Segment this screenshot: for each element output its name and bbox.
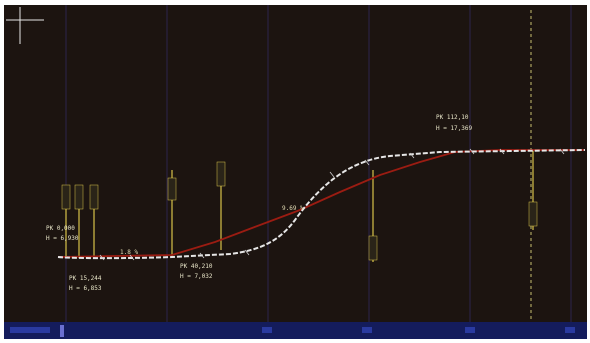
profile-marker bbox=[469, 148, 475, 155]
profile-marker bbox=[129, 254, 135, 261]
pk-label-mid: PK 40,210 H = 7,032 bbox=[180, 263, 213, 280]
station-tag bbox=[216, 161, 226, 187]
pk-start-line-2: H = 6,930 bbox=[46, 235, 79, 242]
status-tick bbox=[10, 327, 50, 333]
pk-low-line-2: H = 6,853 bbox=[69, 285, 102, 292]
profile-marker bbox=[244, 249, 250, 256]
grid bbox=[65, 5, 572, 322]
profile-marker bbox=[364, 159, 370, 166]
crosshair-cursor-icon bbox=[6, 7, 44, 44]
pk-label-end: PK 112,10 H = 17,369 bbox=[436, 114, 473, 132]
profile-marker bbox=[559, 148, 565, 155]
profile-marker bbox=[199, 252, 205, 259]
profile-markers bbox=[99, 148, 565, 261]
profile-marker bbox=[99, 254, 105, 261]
pk-end-line-2: H = 17,369 bbox=[436, 125, 473, 132]
station-tag bbox=[89, 184, 99, 210]
station-tag bbox=[528, 201, 538, 227]
station-annotations bbox=[61, 161, 538, 261]
status-tick bbox=[60, 325, 64, 337]
status-tick bbox=[565, 327, 575, 333]
station-tag bbox=[74, 184, 84, 210]
status-tick bbox=[362, 327, 372, 333]
status-bar bbox=[4, 322, 587, 339]
station-tag bbox=[368, 235, 378, 261]
existing-ground-line bbox=[57, 149, 585, 258]
slope-label-mid: 9.69 % bbox=[282, 205, 304, 212]
status-bar-ticks bbox=[10, 325, 575, 337]
design-profile-line bbox=[57, 149, 586, 260]
pk-mid-line-2: H = 7,032 bbox=[180, 273, 213, 280]
status-tick bbox=[262, 327, 272, 333]
pk-label-low: PK 15,244 H = 6,853 bbox=[69, 275, 102, 292]
pk-label-start: PK 0,000 H = 6,930 bbox=[46, 225, 79, 242]
status-tick bbox=[465, 327, 475, 333]
profile-marker bbox=[499, 148, 505, 155]
pk-start-line-1: PK 0,000 bbox=[46, 225, 75, 232]
pk-mid-line-1: PK 40,210 bbox=[180, 263, 213, 270]
station-tag bbox=[61, 184, 71, 210]
profile-marker bbox=[329, 171, 335, 178]
slope-label-left: 1.8 % bbox=[120, 249, 138, 256]
profile-marker bbox=[409, 152, 415, 159]
pk-end-line-1: PK 112,10 bbox=[436, 114, 469, 121]
pk-low-line-1: PK 15,244 bbox=[69, 275, 102, 282]
drawing-area[interactable] bbox=[4, 5, 587, 339]
station-tag bbox=[167, 177, 177, 201]
